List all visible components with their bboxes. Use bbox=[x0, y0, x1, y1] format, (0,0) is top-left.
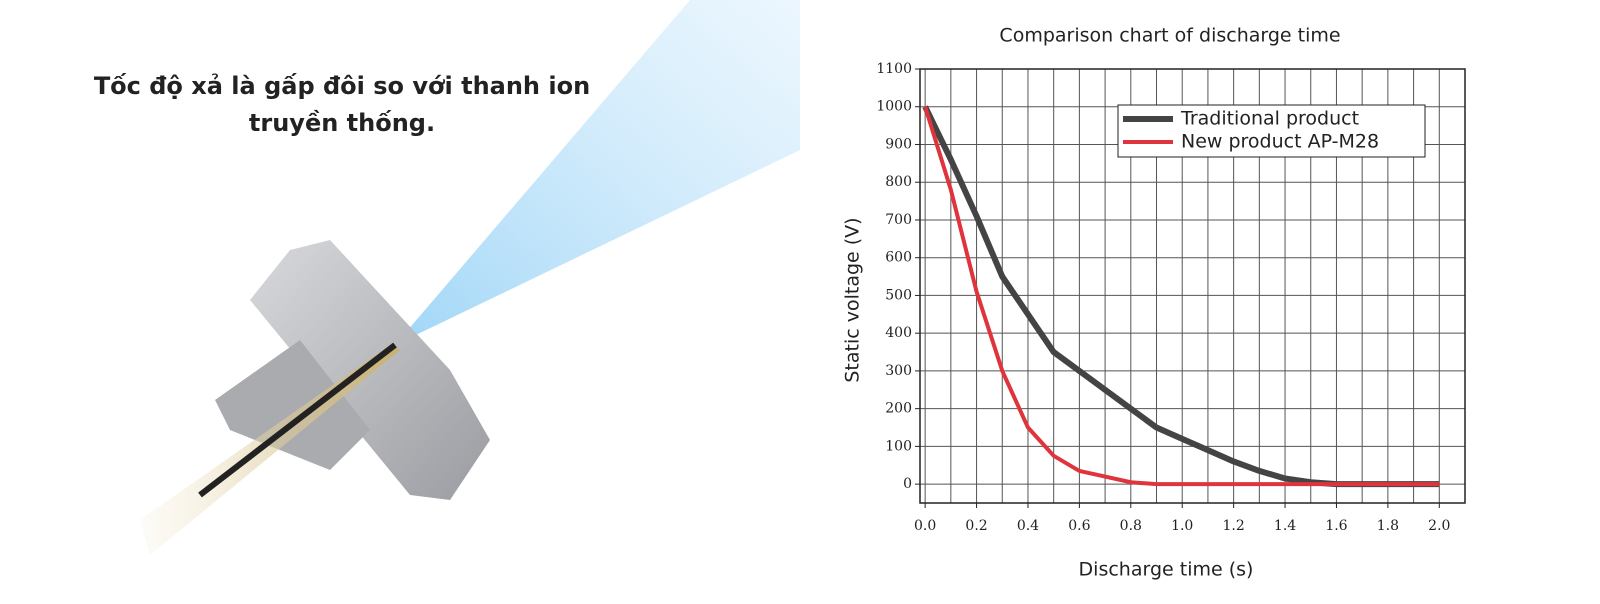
x-tick-label: 0.6 bbox=[1068, 518, 1090, 534]
legend-box bbox=[1117, 104, 1426, 158]
x-axis-label: Discharge time (s) bbox=[1079, 559, 1254, 581]
y-tick-label: 600 bbox=[885, 250, 912, 266]
legend-label: New product AP-M28 bbox=[1181, 131, 1379, 153]
x-tick-label: 1.0 bbox=[1171, 518, 1193, 534]
series-line bbox=[923, 106, 1440, 487]
y-tick-label: 400 bbox=[885, 325, 912, 341]
y-tick-label: 0 bbox=[903, 476, 912, 492]
y-tick-label: 500 bbox=[885, 287, 912, 303]
x-tick-label: 0.4 bbox=[1017, 518, 1039, 534]
x-tick-label: 1.4 bbox=[1274, 518, 1296, 534]
y-tick-label: 700 bbox=[885, 212, 912, 228]
plot-frame bbox=[919, 68, 1466, 504]
x-tick-label: 0.8 bbox=[1120, 518, 1142, 534]
y-tick-label: 300 bbox=[885, 363, 912, 379]
y-axis-label: Static voltage (V) bbox=[842, 217, 864, 382]
y-tick-label: 1000 bbox=[876, 99, 912, 115]
x-tick-label: 1.2 bbox=[1222, 518, 1244, 534]
chart-title: Comparison chart of discharge time bbox=[999, 25, 1340, 47]
y-tick-label: 900 bbox=[885, 136, 912, 152]
x-tick-label: 2.0 bbox=[1428, 518, 1450, 534]
x-tick-label: 1.6 bbox=[1325, 518, 1347, 534]
x-tick-label: 0.0 bbox=[914, 518, 936, 534]
x-tick-label: 1.8 bbox=[1377, 518, 1399, 534]
y-tick-label: 800 bbox=[885, 174, 912, 190]
headline: Tốc độ xả là gấp đôi so với thanh ion bbox=[94, 72, 590, 100]
headline: truyền thống. bbox=[249, 109, 435, 137]
x-tick-label: 0.2 bbox=[965, 518, 987, 534]
y-tick-label: 1100 bbox=[876, 61, 912, 77]
y-tick-label: 200 bbox=[885, 401, 912, 417]
y-tick-label: 100 bbox=[885, 438, 912, 454]
illustration bbox=[140, 0, 800, 555]
legend-label: Traditional product bbox=[1180, 108, 1359, 130]
